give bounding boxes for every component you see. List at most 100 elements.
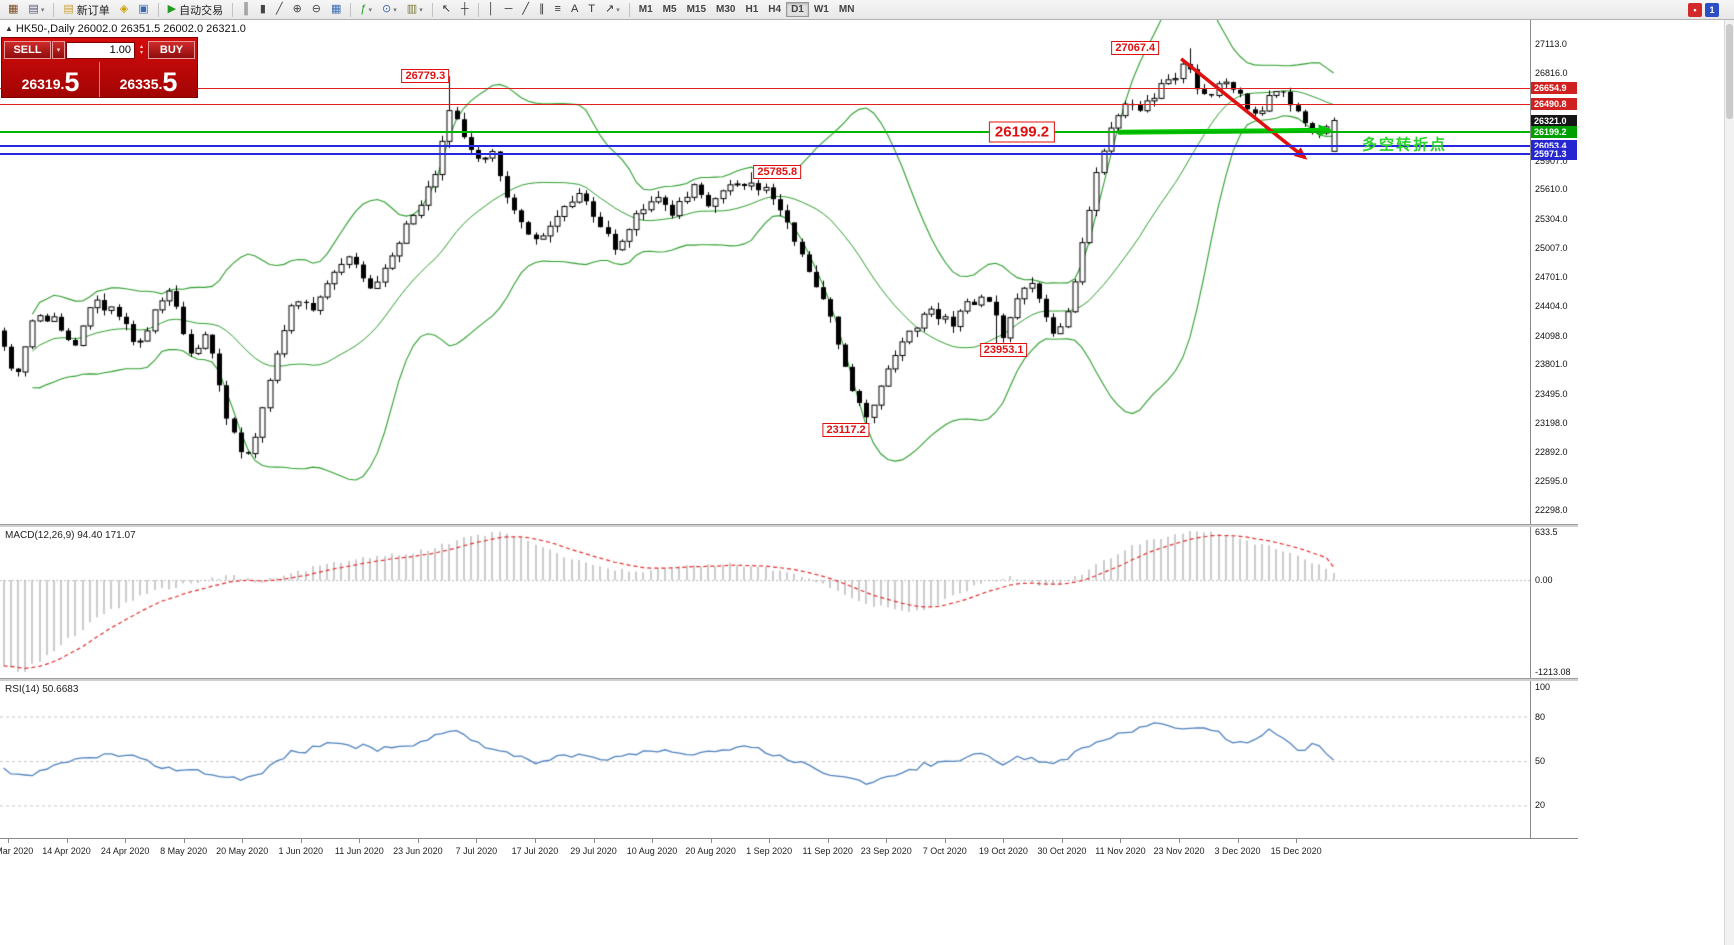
buy-price[interactable]: 26335. 5 bbox=[100, 62, 197, 97]
time-axis-tick bbox=[1061, 839, 1063, 843]
buy-price-small-digits: 26335. bbox=[119, 76, 163, 92]
templates-button[interactable]: ▥ ▾ bbox=[403, 0, 427, 19]
text-tool[interactable]: A bbox=[567, 0, 582, 19]
navigator-button[interactable]: ▣ bbox=[134, 0, 152, 19]
timeframe-button-w1[interactable]: W1 bbox=[813, 4, 829, 15]
indicators-button[interactable]: ƒ ▾ bbox=[356, 0, 376, 19]
chart-candles-button[interactable]: ▮ bbox=[256, 0, 270, 19]
label-tool[interactable]: T bbox=[584, 0, 599, 19]
time-axis-label: 1 Sep 2020 bbox=[746, 846, 793, 856]
volume-dropdown-button[interactable]: ▾ bbox=[52, 41, 65, 59]
price-axis-label: 23801.0 bbox=[1535, 359, 1568, 370]
zoom-out-button[interactable]: ⊖ bbox=[308, 0, 325, 19]
time-axis-label: 19 Oct 2020 bbox=[978, 846, 1028, 856]
time-axis-tick bbox=[886, 839, 888, 843]
cursor-tool[interactable]: ↖ bbox=[438, 0, 455, 19]
autotrading-button-label: 自动交易 bbox=[179, 4, 224, 17]
bull-bear-turning-point-note[interactable]: 多空转折点 bbox=[1362, 136, 1448, 154]
main-chart-canvas[interactable] bbox=[0, 20, 1530, 524]
notification-count-badge[interactable]: 1 bbox=[1705, 2, 1719, 17]
tick-direction-icon: ▲ bbox=[5, 24, 13, 33]
new-chart-button[interactable]: ▦ bbox=[4, 0, 22, 19]
time-axis-label: 8 May 2020 bbox=[160, 846, 208, 856]
timeframe-button-m1[interactable]: M1 bbox=[638, 4, 653, 15]
price-axis-label: 24098.0 bbox=[1535, 330, 1568, 341]
vertical-scrollbar[interactable] bbox=[1724, 20, 1734, 945]
price-axis-label: 22595.0 bbox=[1535, 475, 1568, 486]
toolbar-separator bbox=[232, 2, 234, 17]
timeframe-button-m15[interactable]: M15 bbox=[686, 4, 707, 15]
new-chart-button-icon: ▦ bbox=[8, 3, 19, 15]
macd-pane-canvas[interactable] bbox=[0, 527, 1530, 678]
time-axis-label: 23 Jun 2020 bbox=[393, 846, 443, 856]
toolbar-separator bbox=[53, 2, 55, 17]
crosshair-tool[interactable]: ┼ bbox=[457, 0, 473, 19]
periods-button-icon: ⊙ bbox=[382, 3, 392, 15]
time-axis-tick bbox=[652, 839, 654, 843]
time-axis-label: 20 May 2020 bbox=[216, 846, 269, 856]
timeframe-button-h1[interactable]: H1 bbox=[745, 4, 759, 15]
profiles-button[interactable]: ▤ ▾ bbox=[24, 0, 48, 19]
price-axis-label: 25907.0 bbox=[1535, 155, 1568, 166]
trade-panel-prices-row: 26319. 5 26335. 5 bbox=[2, 62, 197, 97]
time-axis-tick bbox=[1296, 839, 1298, 843]
sell-price[interactable]: 26319. 5 bbox=[2, 62, 100, 97]
rsi-pane-canvas[interactable] bbox=[0, 681, 1530, 838]
time-axis-tick bbox=[242, 839, 244, 843]
tile-windows-button-icon: ▦ bbox=[331, 3, 342, 15]
sell-button[interactable]: SELL bbox=[4, 41, 51, 59]
time-axis-label: 17 Jul 2020 bbox=[511, 846, 559, 856]
volume-stepper[interactable]: ▴ ▾ bbox=[136, 42, 147, 59]
main-toolbar: ▦ ▤ ▾ ▤ 新订单 ◈ ▣ ▶ 自动交易 ║ ▮ ╱ ⊕ ⊖ ▦ ƒ ▾ ⊙ ▾ ▥ ▾ ↖ ┼ │ ─ ╱ ∥ ≡ A T ↗ ▾ M1 M… bbox=[0, 0, 1734, 20]
time-axis-label: 29 Jul 2020 bbox=[570, 846, 617, 856]
zoom-in-button[interactable]: ⊕ bbox=[289, 0, 306, 19]
time-axis-tick bbox=[769, 839, 771, 843]
timeframe-button-m5[interactable]: M5 bbox=[662, 4, 677, 15]
vertical-scrollbar-thumb[interactable] bbox=[1726, 24, 1733, 119]
timeframe-button-m30[interactable]: M30 bbox=[716, 4, 736, 15]
new-order-button-icon: ▤ bbox=[63, 3, 74, 15]
toolbar-separator bbox=[628, 2, 630, 17]
tile-windows-button[interactable]: ▦ bbox=[327, 0, 345, 19]
macd-indicator-label: MACD(12,26,9) 94.40 171.07 bbox=[5, 530, 136, 541]
periods-button[interactable]: ⊙ ▾ bbox=[378, 0, 401, 19]
volume-input[interactable]: 1.00 bbox=[66, 41, 135, 59]
chart-alert-icon[interactable]: ▪ bbox=[1688, 2, 1702, 17]
arrows-tool[interactable]: ↗ ▾ bbox=[601, 0, 624, 19]
chart-bars-button[interactable]: ║ bbox=[238, 0, 254, 19]
timeframe-button-mn[interactable]: MN bbox=[838, 4, 855, 15]
ohlc-text: HK50-,Daily 26002.0 26351.5 26002.0 2632… bbox=[15, 23, 246, 35]
rsi-axis-label: 80 bbox=[1535, 711, 1546, 722]
new-order-button[interactable]: ▤ 新订单 bbox=[59, 0, 113, 19]
time-axis-label: 24 Apr 2020 bbox=[100, 846, 150, 856]
pane-splitter-macd[interactable] bbox=[0, 524, 1578, 527]
market-watch-button[interactable]: ◈ bbox=[116, 0, 132, 19]
timeframe-button-h4[interactable]: H4 bbox=[768, 4, 782, 15]
price-axis-label: 26816.0 bbox=[1535, 67, 1568, 78]
arrows-tool-dropdown-icon: ▾ bbox=[616, 6, 620, 14]
fibonacci-tool[interactable]: ≡ bbox=[551, 0, 565, 19]
rsi-axis-label: 20 bbox=[1535, 800, 1546, 811]
time-axis-label: 10 Aug 2020 bbox=[626, 846, 678, 856]
chart-candles-button-icon: ▮ bbox=[259, 3, 266, 15]
volume-step-down-icon[interactable]: ▾ bbox=[139, 50, 143, 56]
pane-splitter-rsi[interactable] bbox=[0, 678, 1578, 681]
toolbar-separator bbox=[477, 2, 479, 17]
volume-step-up-icon[interactable]: ▴ bbox=[139, 44, 143, 50]
autotrading-button[interactable]: ▶ 自动交易 bbox=[164, 0, 227, 19]
chart-bars-button-icon: ║ bbox=[242, 3, 250, 15]
time-axis-label: 23 Nov 2020 bbox=[1153, 846, 1205, 856]
horizontal-line-tool[interactable]: ─ bbox=[501, 0, 517, 19]
time-axis-tick bbox=[359, 839, 361, 843]
time-axis-label: 31 Mar 2020 bbox=[0, 846, 34, 856]
timeframe-button-d1[interactable]: D1 bbox=[786, 2, 809, 17]
trendline-tool[interactable]: ╱ bbox=[518, 0, 533, 19]
price-axis-label: 23198.0 bbox=[1535, 417, 1568, 428]
vertical-line-tool[interactable]: │ bbox=[484, 0, 499, 19]
chart-line-button[interactable]: ╱ bbox=[272, 0, 287, 19]
channel-tool[interactable]: ∥ bbox=[535, 0, 549, 19]
buy-button[interactable]: BUY bbox=[148, 41, 195, 59]
autotrading-button-icon: ▶ bbox=[167, 3, 177, 15]
time-axis[interactable]: 31 Mar 2020 14 Apr 2020 24 Apr 2020 8 May 2… bbox=[0, 838, 1578, 861]
